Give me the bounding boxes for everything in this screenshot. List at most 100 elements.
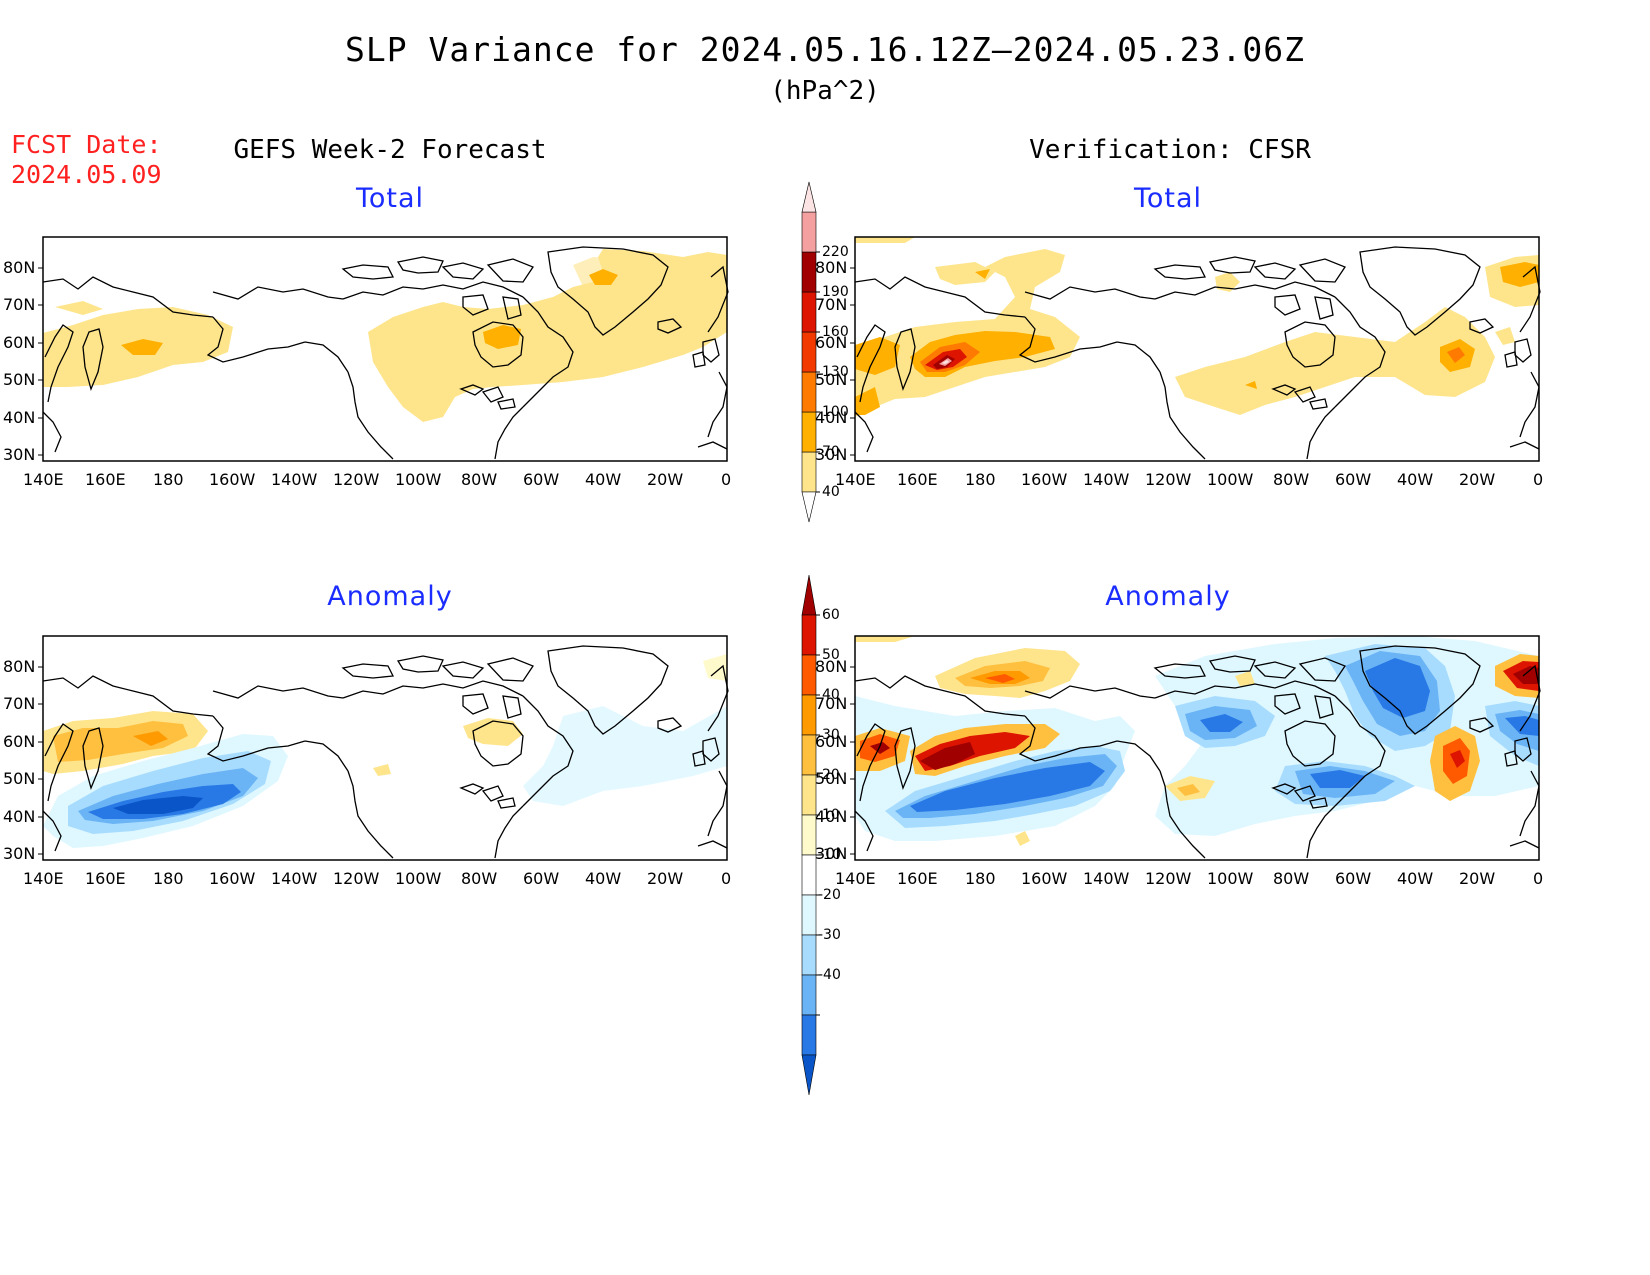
- colorbar-level: 190: [822, 284, 849, 300]
- lon-label: 140E: [23, 470, 64, 489]
- colorbar-level: 40: [822, 484, 840, 500]
- lon-label: 140W: [1083, 470, 1130, 489]
- map-forecast-anomaly: 80N 70N 60N 50N 40N 30N 140E 160E 180 16…: [3, 635, 731, 888]
- lat-label: 80N: [815, 657, 847, 676]
- lon-label: 140E: [835, 470, 876, 489]
- lat-label: 60N: [815, 333, 847, 352]
- lon-label: 160E: [85, 869, 126, 888]
- colorbar-level: -20: [818, 887, 841, 903]
- colorbar-level: 160: [822, 324, 849, 340]
- colorbar-box: [801, 614, 817, 656]
- colorbar-total: 220 190 160 130 100 70 40: [801, 181, 849, 523]
- colorbar-box: [801, 371, 817, 413]
- colorbar-anomaly-labels: 60 50 40 30 20 10 -10 -20 -30 -40: [818, 607, 841, 983]
- lon-label: 60W: [523, 470, 559, 489]
- lat-label: 80N: [3, 258, 35, 277]
- colorbar-box: [801, 291, 817, 333]
- lat-label: 30N: [815, 445, 847, 464]
- colorbar-level: 220: [822, 244, 849, 260]
- lat-label: 60N: [3, 333, 35, 352]
- column-title-forecast: GEFS Week-2 Forecast: [233, 135, 547, 165]
- lat-axis: 80N 70N 60N 50N 40N 30N: [815, 258, 855, 464]
- lat-label: 50N: [3, 769, 35, 788]
- variance-shading: [43, 249, 727, 422]
- lon-label: 80W: [1273, 470, 1309, 489]
- colorbar-level: 30: [822, 727, 840, 743]
- lon-label: 0: [1533, 470, 1543, 489]
- lat-label: 70N: [3, 295, 35, 314]
- anomaly-shading: [43, 654, 727, 848]
- column-title-verification: Verification: CFSR: [1029, 135, 1311, 165]
- colorbar-box: [801, 974, 817, 1016]
- page-title: SLP Variance for 2024.05.16.12Z—2024.05.…: [345, 30, 1305, 69]
- lon-label: 0: [721, 869, 731, 888]
- lon-label: 0: [721, 470, 731, 489]
- colorbar-triangle-top: [801, 181, 817, 213]
- lon-label: 140E: [23, 869, 64, 888]
- lon-label: 40W: [585, 470, 621, 489]
- panel-title-forecast-total: Total: [355, 183, 425, 214]
- lat-label: 60N: [815, 732, 847, 751]
- lon-label: 60W: [523, 869, 559, 888]
- colorbar-level: 60: [822, 607, 840, 623]
- lat-label: 60N: [3, 732, 35, 751]
- colorbar-box: [801, 854, 817, 896]
- colorbar-level: 70: [822, 444, 840, 460]
- colorbar-box: [801, 411, 817, 453]
- colorbar-total-boxes: [801, 181, 820, 523]
- lon-label: 120W: [1145, 470, 1192, 489]
- lon-label: 80W: [461, 470, 497, 489]
- panel-title-verification-total: Total: [1133, 183, 1203, 214]
- colorbar-level: 40: [822, 687, 840, 703]
- lon-label: 160E: [85, 470, 126, 489]
- colorbar-level: 130: [822, 364, 849, 380]
- lon-label: 160W: [209, 470, 256, 489]
- lon-axis: 140E 160E 180 160W 140W 120W 100W 80W 60…: [835, 470, 1543, 489]
- variance-shading: [855, 237, 1539, 417]
- lat-label: 80N: [3, 657, 35, 676]
- lat-label: 40N: [3, 408, 35, 427]
- lon-label: 100W: [1207, 470, 1254, 489]
- lon-label: 20W: [1459, 470, 1495, 489]
- colorbar-box: [801, 934, 817, 976]
- lat-label: 50N: [815, 769, 847, 788]
- lon-axis: 140E 160E 180 160W 140W 120W 100W 80W 60…: [23, 470, 731, 489]
- lon-label: 80W: [461, 869, 497, 888]
- colorbar-level: 100: [822, 404, 849, 420]
- lon-label: 80W: [1273, 869, 1309, 888]
- colorbar-level: -40: [818, 967, 841, 983]
- lat-axis: 80N 70N 60N 50N 40N 30N: [815, 657, 855, 863]
- colorbar-box: [801, 211, 817, 253]
- lat-label: 70N: [815, 295, 847, 314]
- lat-axis: 80N 70N 60N 50N 40N 30N: [3, 258, 43, 464]
- lon-label: 40W: [1397, 470, 1433, 489]
- colorbar-box: [801, 734, 817, 776]
- units-subtitle: (hPa^2): [770, 76, 880, 106]
- lon-axis: 140E 160E 180 160W 140W 120W 100W 80W 60…: [23, 869, 731, 888]
- lon-label: 40W: [1397, 869, 1433, 888]
- colorbar-level: -10: [818, 847, 841, 863]
- lon-label: 140W: [1083, 869, 1130, 888]
- lat-label: 80N: [815, 258, 847, 277]
- colorbar-box: [801, 1014, 817, 1056]
- colorbar-anomaly: 60 50 40 30 20 10 -10 -20 -30 -40: [801, 574, 841, 1096]
- lon-label: 180: [153, 470, 184, 489]
- lat-label: 50N: [3, 370, 35, 389]
- lon-label: 140W: [271, 869, 318, 888]
- lon-label: 160E: [897, 869, 938, 888]
- colorbar-triangle-top: [801, 574, 817, 616]
- colorbar-anomaly-boxes: [801, 574, 820, 1096]
- colorbar-level: 50: [822, 647, 840, 663]
- colorbar-box: [801, 774, 817, 816]
- colorbar-box: [801, 251, 817, 293]
- lon-label: 120W: [333, 869, 380, 888]
- colorbar-level: 20: [822, 767, 840, 783]
- lon-label: 20W: [1459, 869, 1495, 888]
- lat-label: 30N: [815, 844, 847, 863]
- fcst-date-caption: FCST Date:: [11, 130, 162, 159]
- colorbar-total-labels: 220 190 160 130 100 70 40: [822, 244, 849, 500]
- lon-label: 160W: [209, 869, 256, 888]
- lon-label: 100W: [395, 470, 442, 489]
- lon-label: 20W: [647, 869, 683, 888]
- lon-label: 140E: [835, 869, 876, 888]
